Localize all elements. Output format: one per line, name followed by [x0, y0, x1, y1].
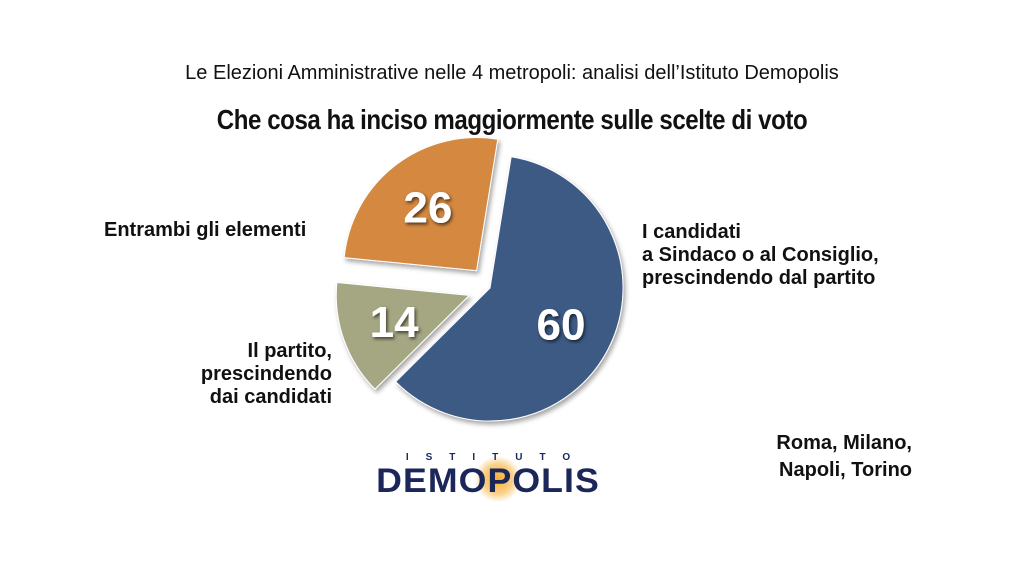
pie-slice-both	[343, 137, 499, 272]
legend-label-party: Il partito, prescindendo dai candidati	[150, 340, 332, 409]
chart-subtitle: Le Elezioni Amministrative nelle 4 metro…	[185, 62, 839, 84]
pie-slice-party	[335, 281, 471, 390]
chart-title: Che cosa ha inciso maggiormente sulle sc…	[216, 104, 808, 135]
legend-label-candidates-line: I candidati	[642, 221, 741, 243]
slice-value-candidates: 60	[537, 300, 586, 349]
legend-label-both: Entrambi gli elementi	[104, 219, 307, 241]
logo-sun-icon	[475, 456, 521, 502]
logo-brand: DEMOPOLIS	[376, 462, 600, 500]
legend-label-candidates-line: a Sindaco o al Consiglio,	[642, 244, 879, 266]
demopolis-logo: ISTITUTO DEMOPOLIS	[358, 452, 618, 502]
slice-value-party: 14	[370, 298, 419, 347]
cities-line: Roma, Milano,	[776, 432, 912, 454]
cities-note: Roma, Milano, Napoli, Torino	[700, 430, 912, 484]
cities-line: Napoli, Torino	[779, 459, 912, 481]
logo-small-text: ISTITUTO	[405, 452, 588, 463]
legend-label-party-line: Il partito,	[247, 340, 332, 362]
legend-label-party-line: prescindendo	[200, 363, 332, 385]
pie-slice-candidates	[394, 156, 624, 422]
slice-value-both: 26	[403, 183, 452, 232]
legend-label-party-line: dai candidati	[209, 386, 332, 408]
legend-label-candidates: I candidati a Sindaco o al Consiglio, pr…	[642, 221, 962, 290]
legend-label-candidates-line: prescindendo dal partito	[642, 267, 876, 289]
